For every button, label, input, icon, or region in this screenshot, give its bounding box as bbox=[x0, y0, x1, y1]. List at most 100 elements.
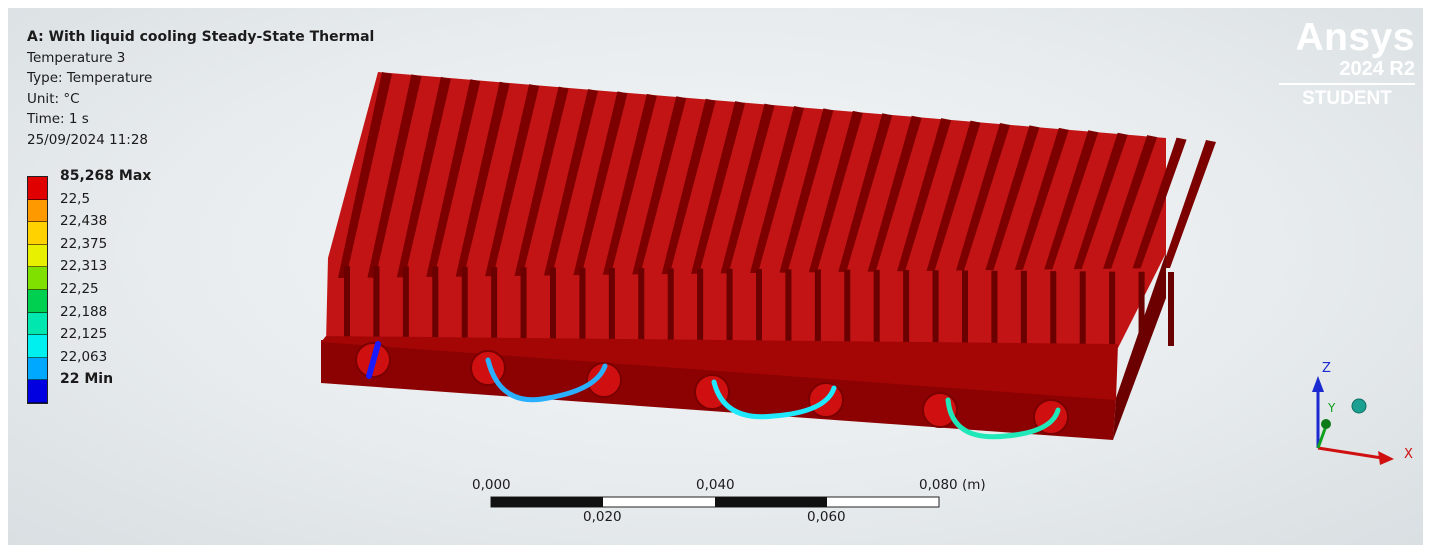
result-info: A: With liquid cooling Steady-State Ther… bbox=[27, 27, 374, 150]
logo-brand: Ansys bbox=[1295, 16, 1415, 59]
coolant-pipe-3[interactable] bbox=[711, 379, 837, 420]
fin-shadow bbox=[926, 120, 981, 271]
legend-swatch bbox=[28, 289, 47, 313]
fin-shadow bbox=[1103, 135, 1158, 269]
legend-swatch bbox=[28, 222, 47, 245]
fin-gap bbox=[1020, 270, 1027, 345]
fin-shadow bbox=[838, 113, 893, 272]
logo-divider bbox=[1279, 83, 1415, 85]
legend-label: 22,375 bbox=[60, 235, 108, 252]
fin-gap bbox=[1109, 271, 1116, 346]
fin-gap bbox=[608, 267, 615, 341]
fin-shadow bbox=[1044, 130, 1099, 270]
fin-shadow bbox=[897, 118, 952, 272]
legend-swatch bbox=[28, 199, 47, 223]
fin-shadow bbox=[720, 103, 775, 274]
fin-gap bbox=[785, 269, 792, 343]
fin-gap bbox=[579, 267, 586, 341]
logo-edition: STUDENT bbox=[1302, 88, 1392, 109]
axis-z-label: Z bbox=[1322, 361, 1331, 376]
fin-gap bbox=[550, 267, 556, 340]
fin-shadow bbox=[544, 89, 598, 276]
fin-gap bbox=[638, 268, 645, 341]
fin-gap bbox=[726, 268, 733, 342]
legend-swatch bbox=[28, 177, 47, 200]
fin-shadow bbox=[396, 76, 451, 278]
heatsink-model[interactable]: Z Y X bbox=[8, 8, 1423, 545]
fin-shadow bbox=[455, 81, 510, 277]
legend-swatch bbox=[28, 244, 47, 268]
logo-version: 2024 R2 bbox=[1339, 58, 1415, 80]
legend-swatch bbox=[28, 312, 47, 336]
axis-x-label: X bbox=[1404, 447, 1413, 462]
fin-gap bbox=[667, 268, 674, 342]
fin-gap bbox=[697, 268, 704, 342]
fin-shadow bbox=[514, 86, 569, 276]
fin-shadow bbox=[956, 123, 1010, 271]
fin-gap bbox=[520, 267, 527, 340]
fin-shadow bbox=[1073, 132, 1128, 270]
legend-label: 22,125 bbox=[60, 326, 108, 343]
legend-label: 22,5 bbox=[60, 190, 91, 207]
axis-triad[interactable]: Z Y X bbox=[1312, 361, 1413, 465]
fin-gap bbox=[756, 269, 762, 342]
fin-gap bbox=[903, 270, 910, 344]
result-time: Time: 1 s bbox=[27, 111, 89, 127]
legend-label: 22,313 bbox=[60, 258, 108, 275]
result-name: Temperature 3 bbox=[27, 49, 126, 66]
fin-shadow bbox=[1132, 137, 1187, 269]
fin-gap bbox=[1050, 271, 1057, 345]
result-unit: Unit: °C bbox=[27, 90, 80, 107]
coolant-pipe-1[interactable] bbox=[366, 341, 381, 379]
fin-shadow bbox=[426, 79, 481, 277]
fin-shadow bbox=[485, 84, 540, 277]
fin-shadow bbox=[750, 106, 804, 273]
fin-shadow bbox=[367, 74, 422, 278]
result-type: Type: Temperature bbox=[27, 70, 153, 86]
legend-label: 22,063 bbox=[60, 348, 108, 365]
coolant-pipe-2[interactable] bbox=[485, 357, 608, 403]
legend-label: 22,25 bbox=[60, 281, 99, 297]
heatsink-base-side bbox=[1113, 253, 1166, 440]
coolant-pipe-4[interactable] bbox=[945, 397, 1061, 440]
legend-swatch bbox=[28, 335, 47, 358]
fin-gap bbox=[1168, 272, 1174, 346]
heatsink-top-face bbox=[326, 72, 1166, 348]
fin-shadow bbox=[779, 108, 834, 273]
legend-label: 85,268 Max bbox=[60, 168, 152, 184]
legend-label: 22,438 bbox=[60, 213, 108, 230]
result-date: 25/09/2024 11:28 bbox=[27, 131, 149, 148]
fin-shadow bbox=[808, 110, 863, 273]
fin-shadow bbox=[1014, 127, 1069, 270]
fin-gap bbox=[402, 266, 409, 339]
fin-array bbox=[338, 72, 1216, 346]
fin-shadow bbox=[1162, 140, 1216, 268]
fin-shadow bbox=[632, 96, 687, 275]
legend-swatch bbox=[28, 380, 47, 403]
fin-shadow bbox=[867, 115, 922, 272]
fin-gap bbox=[844, 269, 851, 343]
fin-gap bbox=[873, 269, 880, 344]
graphics-viewport[interactable]: Z Y X A: With liquid cooling Steady-Stat… bbox=[8, 8, 1423, 545]
fin-shadow bbox=[985, 125, 1040, 271]
fin-shadow bbox=[661, 98, 716, 275]
fin-shadow bbox=[602, 93, 657, 275]
heatsink-base-top bbox=[321, 336, 1118, 400]
fin-gap bbox=[814, 269, 821, 343]
fin-gap bbox=[491, 267, 498, 340]
fin-shadow bbox=[691, 101, 746, 274]
analysis-title: A: With liquid cooling Steady-State Ther… bbox=[27, 29, 375, 45]
fin-gap bbox=[373, 266, 380, 339]
fin-gap bbox=[962, 270, 968, 344]
legend-label: 22 Min bbox=[60, 371, 114, 388]
fin-gap bbox=[991, 270, 998, 345]
fin-gap bbox=[932, 270, 939, 344]
fin-shadow bbox=[338, 72, 392, 278]
fin-gap bbox=[1079, 271, 1086, 346]
axis-y-label: Y bbox=[1327, 401, 1336, 415]
legend-color-bar bbox=[27, 176, 48, 404]
fin-gap bbox=[432, 266, 439, 339]
legend-swatch bbox=[28, 267, 47, 290]
fin-gap bbox=[461, 266, 468, 340]
legend-label: 22,188 bbox=[60, 303, 108, 320]
